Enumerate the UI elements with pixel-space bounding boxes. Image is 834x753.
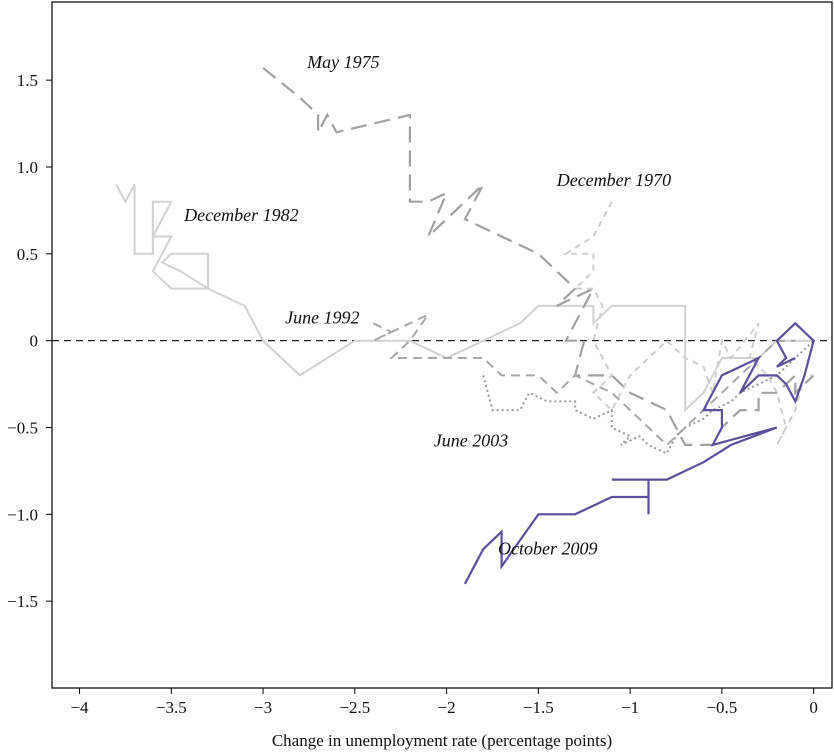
- series-line-2: [262, 67, 815, 446]
- annotation-label: October 2009: [498, 538, 597, 558]
- annotation-label: December 1982: [183, 205, 298, 225]
- y-tick-label: 0.5: [17, 245, 38, 264]
- y-tick-label: 1.5: [17, 71, 38, 90]
- plot-frame: [51, 1, 833, 689]
- x-tick-label: 0: [809, 698, 818, 717]
- series-line-1: [115, 183, 814, 413]
- x-tick-label: −2.5: [339, 698, 370, 717]
- plot-axes: −4 −3.5 −3 −2.5 −2 −1.5 −1 −0.5 0 1.5 1.0 0.5 0 −0.5 −…: [7, 1, 833, 717]
- x-tick-label: −2: [438, 698, 456, 717]
- series-line-3: [562, 201, 814, 446]
- x-tick-label: −0.5: [706, 698, 737, 717]
- x-tick-label: −3: [254, 698, 272, 717]
- y-tick-label: −0.5: [7, 418, 38, 437]
- annotation-layer: May 1975 December 1982 December 1970 June 1…: [183, 52, 671, 558]
- x-tick-label: −1: [621, 698, 639, 717]
- y-tick-label: 0: [30, 332, 39, 351]
- x-axis-title: Change in unemployment rate (percentage …: [272, 731, 612, 750]
- series-line-4: [372, 312, 796, 447]
- annotation-label: December 1970: [556, 170, 671, 190]
- series-layer: [115, 67, 815, 585]
- annotation-label: June 2003: [434, 431, 508, 451]
- x-tick-label: −1.5: [523, 698, 554, 717]
- series-line-6: [463, 321, 815, 585]
- annotation-label: May 1975: [306, 52, 379, 72]
- y-tick-label: −1.0: [7, 505, 38, 524]
- y-tick-label: 1.0: [17, 158, 38, 177]
- y-tick-label: −1.5: [7, 592, 38, 611]
- annotation-label: June 1992: [285, 307, 359, 327]
- x-tick-label: −3.5: [156, 698, 187, 717]
- series-line-5: [482, 339, 815, 455]
- x-tick-label: −4: [70, 698, 89, 717]
